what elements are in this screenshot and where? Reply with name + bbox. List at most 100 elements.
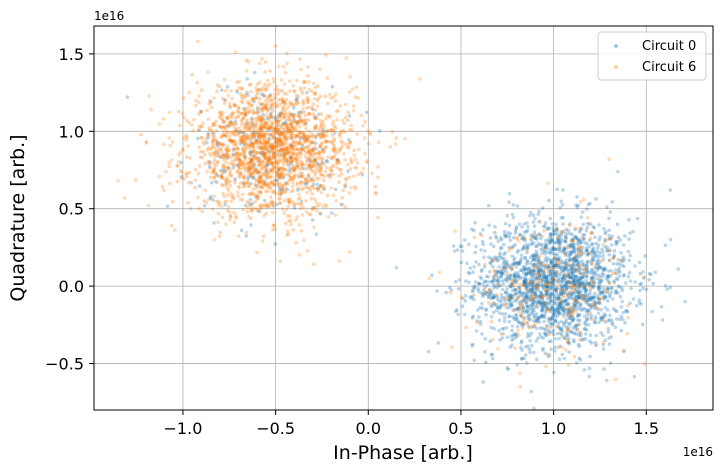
scatter-point [255, 139, 259, 144]
scatter-point [574, 297, 578, 302]
scatter-point [271, 223, 276, 228]
scatter-point [298, 196, 302, 200]
scatter-point [534, 318, 539, 322]
scatter-point [614, 291, 618, 295]
scatter-point [295, 165, 300, 169]
scatter-point [575, 327, 580, 332]
scatter-point [492, 255, 497, 259]
scatter-point [219, 174, 224, 178]
scatter-point [532, 257, 537, 262]
scatter-point [564, 264, 568, 269]
scatter-point [277, 170, 282, 175]
scatter-point [511, 215, 516, 220]
scatter-point [305, 180, 310, 184]
scatter-point [495, 278, 500, 282]
scatter-point [582, 284, 587, 289]
scatter-point [247, 83, 252, 87]
scatter-point [305, 95, 310, 100]
scatter-point [489, 280, 494, 284]
scatter-point [248, 126, 252, 130]
scatter-point [530, 303, 534, 307]
scatter-point [511, 308, 515, 313]
scatter-point [274, 119, 279, 124]
scatter-point [522, 316, 527, 320]
scatter-point [313, 141, 318, 145]
scatter-point [242, 143, 247, 147]
scatter-point [585, 216, 590, 220]
scatter-point [373, 184, 378, 189]
scatter-point [235, 151, 240, 156]
scatter-point [286, 151, 291, 156]
scatter-point [214, 148, 219, 152]
scatter-point [542, 275, 547, 280]
scatter-point [552, 256, 557, 261]
scatter-point [497, 299, 502, 304]
scatter-point [554, 290, 559, 295]
scatter-point [572, 256, 577, 261]
scatter-point [621, 317, 625, 322]
scatter-point [259, 205, 264, 210]
scatter-point [331, 128, 336, 133]
scatter-point [303, 177, 308, 181]
scatter-point [262, 105, 267, 110]
scatter-point [291, 228, 296, 232]
scatter-point [301, 205, 305, 210]
scatter-point [263, 122, 267, 126]
scatter-point [574, 324, 578, 328]
scatter-point [271, 223, 276, 227]
scatter-point [572, 269, 577, 274]
scatter-point [311, 160, 316, 164]
scatter-point [554, 272, 559, 276]
scatter-point [486, 300, 491, 305]
scatter-point [505, 306, 510, 310]
scatter-point [467, 242, 471, 247]
scatter-point [620, 263, 624, 267]
scatter-point [593, 301, 597, 306]
scatter-point [288, 102, 293, 107]
scatter-point [265, 146, 269, 151]
scatter-point [240, 96, 245, 101]
scatter-point [509, 264, 513, 269]
scatter-point [501, 332, 506, 336]
scatter-point [546, 279, 550, 284]
scatter-point [252, 70, 257, 75]
scatter-point [243, 181, 247, 185]
scatter-point [461, 296, 465, 301]
scatter-point [572, 331, 577, 336]
scatter-point [548, 280, 553, 285]
scatter-point [321, 184, 326, 188]
scatter-point [312, 152, 317, 156]
scatter-point [597, 266, 602, 270]
y-tick-label: 0.0 [59, 277, 84, 296]
scatter-point [535, 299, 539, 304]
scatter-point [500, 296, 504, 300]
scatter-point [553, 294, 558, 298]
scatter-point [466, 270, 471, 275]
scatter-point [598, 235, 602, 239]
scatter-point [261, 134, 266, 138]
scatter-point [291, 151, 296, 156]
scatter-point [198, 149, 203, 154]
scatter-point [282, 137, 286, 141]
scatter-point [268, 145, 273, 149]
scatter-point [562, 283, 567, 288]
scatter-point [312, 169, 316, 173]
scatter-point [302, 79, 307, 84]
scatter-point [525, 334, 530, 339]
scatter-point [303, 113, 308, 118]
scatter-point [197, 94, 201, 98]
scatter-point [537, 209, 541, 214]
scatter-point [513, 346, 517, 350]
scatter-point [614, 377, 618, 382]
scatter-point [284, 118, 288, 122]
scatter-point [532, 262, 536, 267]
scatter-point [356, 147, 361, 152]
scatter-point [299, 199, 304, 204]
scatter-point [305, 249, 310, 253]
scatter-point [516, 274, 520, 279]
scatter-point [254, 139, 259, 143]
scatter-point [490, 356, 495, 361]
scatter-point [258, 175, 263, 179]
scatter-point [306, 165, 311, 170]
scatter-point [544, 274, 549, 279]
